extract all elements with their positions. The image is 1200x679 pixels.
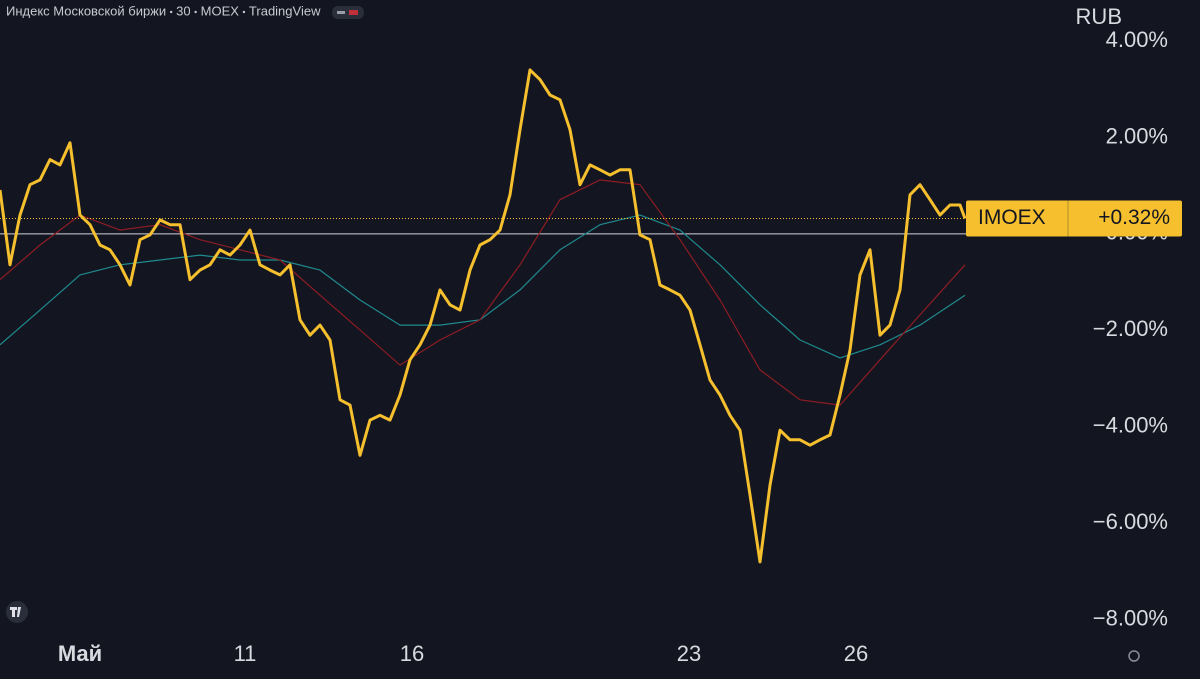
x-tick-label: 16 — [400, 641, 424, 666]
status-pill — [332, 6, 364, 19]
header-text: TradingView — [249, 3, 321, 18]
header-text: Индекс Московской биржи — [6, 3, 166, 18]
x-tick-label: Май — [58, 641, 102, 666]
last-value-box — [966, 200, 1182, 237]
y-tick-label: −2.00% — [1093, 316, 1168, 341]
header: Индекс Московской биржи 30 MOEX TradingView — [6, 3, 321, 18]
header-text: MOEX — [201, 3, 240, 18]
tv-logo — [6, 601, 28, 623]
status-icon — [337, 11, 345, 14]
separator — [169, 10, 173, 14]
price-line — [0, 68, 967, 564]
status-icon — [349, 10, 358, 15]
last-value-label: +0.32% — [1098, 206, 1170, 229]
x-tick-label: 11 — [234, 641, 257, 666]
y-tick-label: 4.00% — [1106, 27, 1168, 52]
y-tick-label: −8.00% — [1093, 606, 1168, 631]
y-tick-label: 2.00% — [1106, 123, 1168, 148]
series-name: IMOEX — [978, 206, 1046, 229]
currency: RUB — [1076, 4, 1122, 29]
separator — [194, 10, 197, 14]
header-text: 30 — [176, 3, 190, 18]
price-line — [0, 179, 966, 406]
separator — [242, 10, 246, 14]
y-tick-label: −4.00% — [1093, 413, 1168, 438]
y-tick-label: −6.00% — [1093, 509, 1168, 534]
x-tick-label: 26 — [844, 641, 868, 666]
settings-icon[interactable] — [1128, 650, 1140, 662]
x-tick-label: 23 — [677, 641, 701, 666]
